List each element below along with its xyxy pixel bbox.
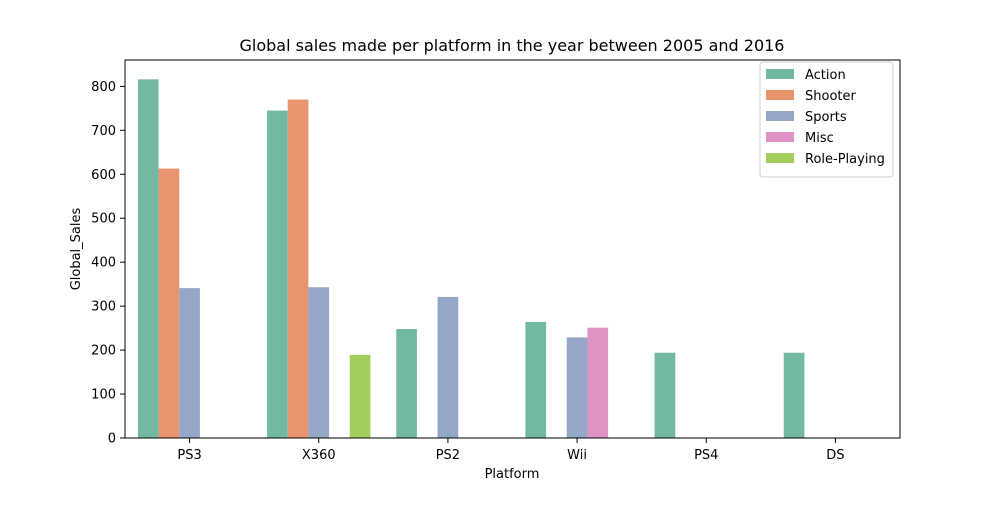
- bar-action-ds: [783, 352, 805, 438]
- y-tick-label: 100: [91, 388, 116, 403]
- legend-label-shooter: Shooter: [805, 89, 856, 104]
- bar-sports-ps2: [437, 296, 459, 438]
- bar-action-ps4: [654, 352, 676, 438]
- chart-title: Global sales made per platform in the ye…: [240, 36, 785, 55]
- legend-label-sports: Sports: [805, 110, 847, 125]
- legend-label-action: Action: [805, 68, 846, 83]
- x-axis-label: Platform: [485, 467, 540, 482]
- x-tick-label: PS4: [694, 448, 718, 463]
- bar-misc-wii: [587, 327, 609, 438]
- bar-action-ps3: [137, 79, 159, 438]
- x-tick-label: Wii: [567, 448, 587, 463]
- y-tick-label: 500: [91, 212, 116, 227]
- legend-swatch-sports: [766, 111, 794, 121]
- x-tick-label: PS3: [177, 448, 201, 463]
- x-tick-label: DS: [826, 448, 844, 463]
- x-tick-label: X360: [302, 448, 336, 463]
- bar-shooter-x360: [287, 99, 309, 438]
- y-tick-label: 800: [91, 80, 116, 95]
- legend-swatch-shooter: [766, 90, 794, 100]
- legend: Action Shooter Sports Misc Role-Playing: [759, 61, 894, 178]
- y-tick-label: 700: [91, 124, 116, 139]
- plot-frame: [124, 59, 901, 439]
- y-tick-label: 200: [91, 344, 116, 359]
- bars-group: [137, 79, 805, 438]
- y-axis: 0 100 200 300 400 500 600 700 800: [91, 80, 125, 447]
- x-tick-label: PS2: [436, 448, 460, 463]
- bar-sports-ps3: [179, 288, 200, 438]
- bar-sports-wii: [566, 337, 588, 438]
- bar-shooter-ps3: [158, 168, 180, 438]
- y-tick-label: 0: [108, 432, 116, 447]
- y-tick-label: 600: [91, 168, 116, 183]
- y-axis-label: Global_Sales: [69, 207, 84, 290]
- y-tick-label: 300: [91, 300, 116, 315]
- bar-sports-x360: [308, 287, 330, 438]
- legend-label-misc: Misc: [805, 131, 834, 146]
- x-axis: PS3 X360 PS2 Wii PS4 DS: [177, 438, 845, 463]
- bar-role-playing-x360: [349, 354, 371, 438]
- legend-swatch-role-playing: [766, 153, 794, 163]
- legend-swatch-misc: [766, 132, 794, 142]
- y-tick-label: 400: [91, 256, 116, 271]
- legend-swatch-action: [766, 69, 794, 79]
- legend-label-role-playing: Role-Playing: [805, 152, 885, 167]
- bar-action-ps2: [396, 328, 417, 438]
- bar-action-x360: [267, 110, 288, 438]
- bar-action-wii: [525, 321, 547, 438]
